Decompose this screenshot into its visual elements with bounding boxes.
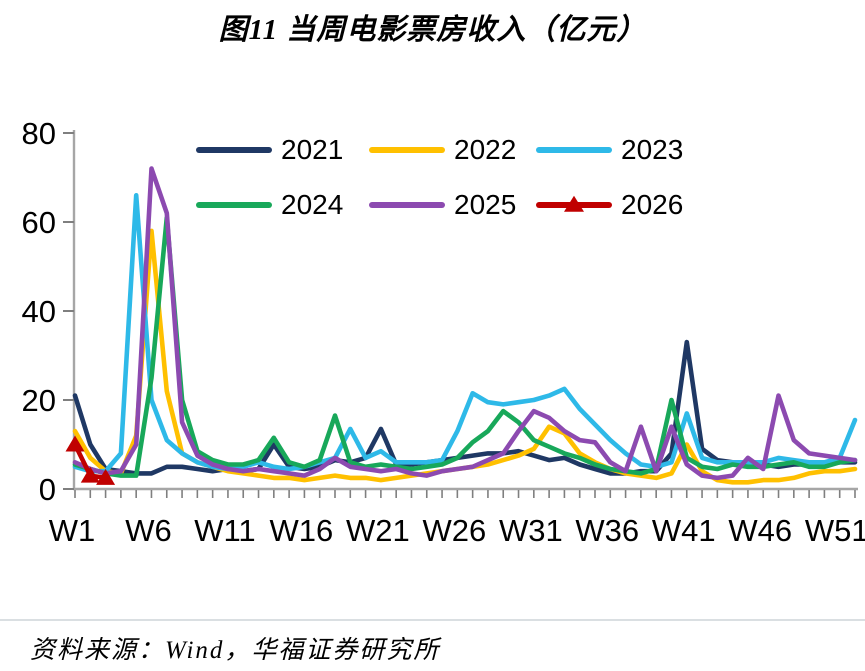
x-tick-label: W1 xyxy=(49,513,96,548)
series-line-2025 xyxy=(72,166,858,481)
x-tick-label: W46 xyxy=(728,513,792,548)
plot-svg: 0 20 40 60 80 W1 W6 W11 W16 W21 W26 W31 W36 W41 W46 W51 xyxy=(22,116,865,548)
legend-label-2026: 2026 xyxy=(621,189,684,220)
legend-item-2026: 2026 xyxy=(536,188,688,222)
legend-label-2022: 2022 xyxy=(454,134,517,165)
y-tick-label: 60 xyxy=(22,205,56,240)
legend-line-swatch-2021 xyxy=(196,147,272,153)
legend-line-swatch-2023 xyxy=(536,147,612,153)
series-line-2024 xyxy=(72,215,858,478)
bottom-divider xyxy=(0,619,865,621)
x-tick-label: W6 xyxy=(125,513,172,548)
source-note: 资料来源：Wind，华福证券研究所 xyxy=(30,637,441,664)
legend-item-2021: 2021 xyxy=(196,133,369,167)
x-tick-label: W51 xyxy=(805,513,865,548)
legend-line-swatch-2025 xyxy=(369,202,445,208)
legend-line-swatch-2022 xyxy=(369,147,445,153)
chart-legend: 2021 2022 2023 2024 2025 2026 xyxy=(196,133,688,222)
series-marker-2026 xyxy=(80,466,100,483)
y-tick-label: 40 xyxy=(22,294,56,329)
x-tick-label: W36 xyxy=(575,513,639,548)
x-tick-label: W31 xyxy=(499,513,563,548)
legend-label-2024: 2024 xyxy=(281,189,344,220)
x-tick-label: W16 xyxy=(270,513,334,548)
y-tick-label: 80 xyxy=(22,116,56,151)
legend-label-2025: 2025 xyxy=(454,189,517,220)
legend-item-2022: 2022 xyxy=(369,133,536,167)
y-tick-label: 0 xyxy=(39,472,56,507)
x-tick-label: W11 xyxy=(194,513,255,548)
series-marker-2026 xyxy=(96,468,116,485)
legend-triangle-icon xyxy=(564,195,584,212)
series-marker-2026 xyxy=(65,435,85,452)
chart-title: 图11 当周电影票房收入（亿元） xyxy=(218,14,647,46)
series-line-2023 xyxy=(72,193,858,474)
legend-label-2021: 2021 xyxy=(281,134,344,165)
legend-item-2024: 2024 xyxy=(196,188,369,222)
legend-label-2023: 2023 xyxy=(621,134,684,165)
x-tick-label: W41 xyxy=(652,513,716,548)
x-tick-label: W26 xyxy=(422,513,486,548)
legend-item-2025: 2025 xyxy=(369,188,536,222)
x-tick-label: W21 xyxy=(346,513,410,548)
legend-line-swatch-2024 xyxy=(196,202,272,208)
legend-item-2023: 2023 xyxy=(536,133,688,167)
legend-line-swatch-2026 xyxy=(536,195,612,212)
y-tick-label: 20 xyxy=(22,383,56,418)
